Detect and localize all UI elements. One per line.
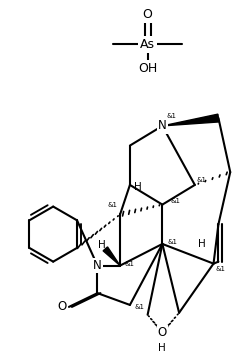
Text: H: H [98,240,105,250]
Text: O: O [158,326,167,339]
Text: As: As [140,38,155,51]
Text: N: N [93,259,102,272]
Text: N: N [158,119,167,132]
Polygon shape [103,247,120,265]
Text: &1: &1 [170,198,180,204]
Text: &1: &1 [125,261,135,267]
Text: H: H [159,343,166,353]
Text: &1: &1 [135,304,145,310]
Text: &1: &1 [197,177,207,183]
Text: &1: &1 [166,113,176,119]
Text: H: H [198,239,206,249]
Text: &1: &1 [215,265,226,271]
Text: &1: &1 [167,239,177,245]
Text: O: O [58,300,67,313]
Text: OH: OH [138,62,157,75]
Text: &1: &1 [107,202,117,208]
Text: O: O [143,8,153,21]
Polygon shape [162,114,219,126]
Text: H: H [134,182,142,192]
